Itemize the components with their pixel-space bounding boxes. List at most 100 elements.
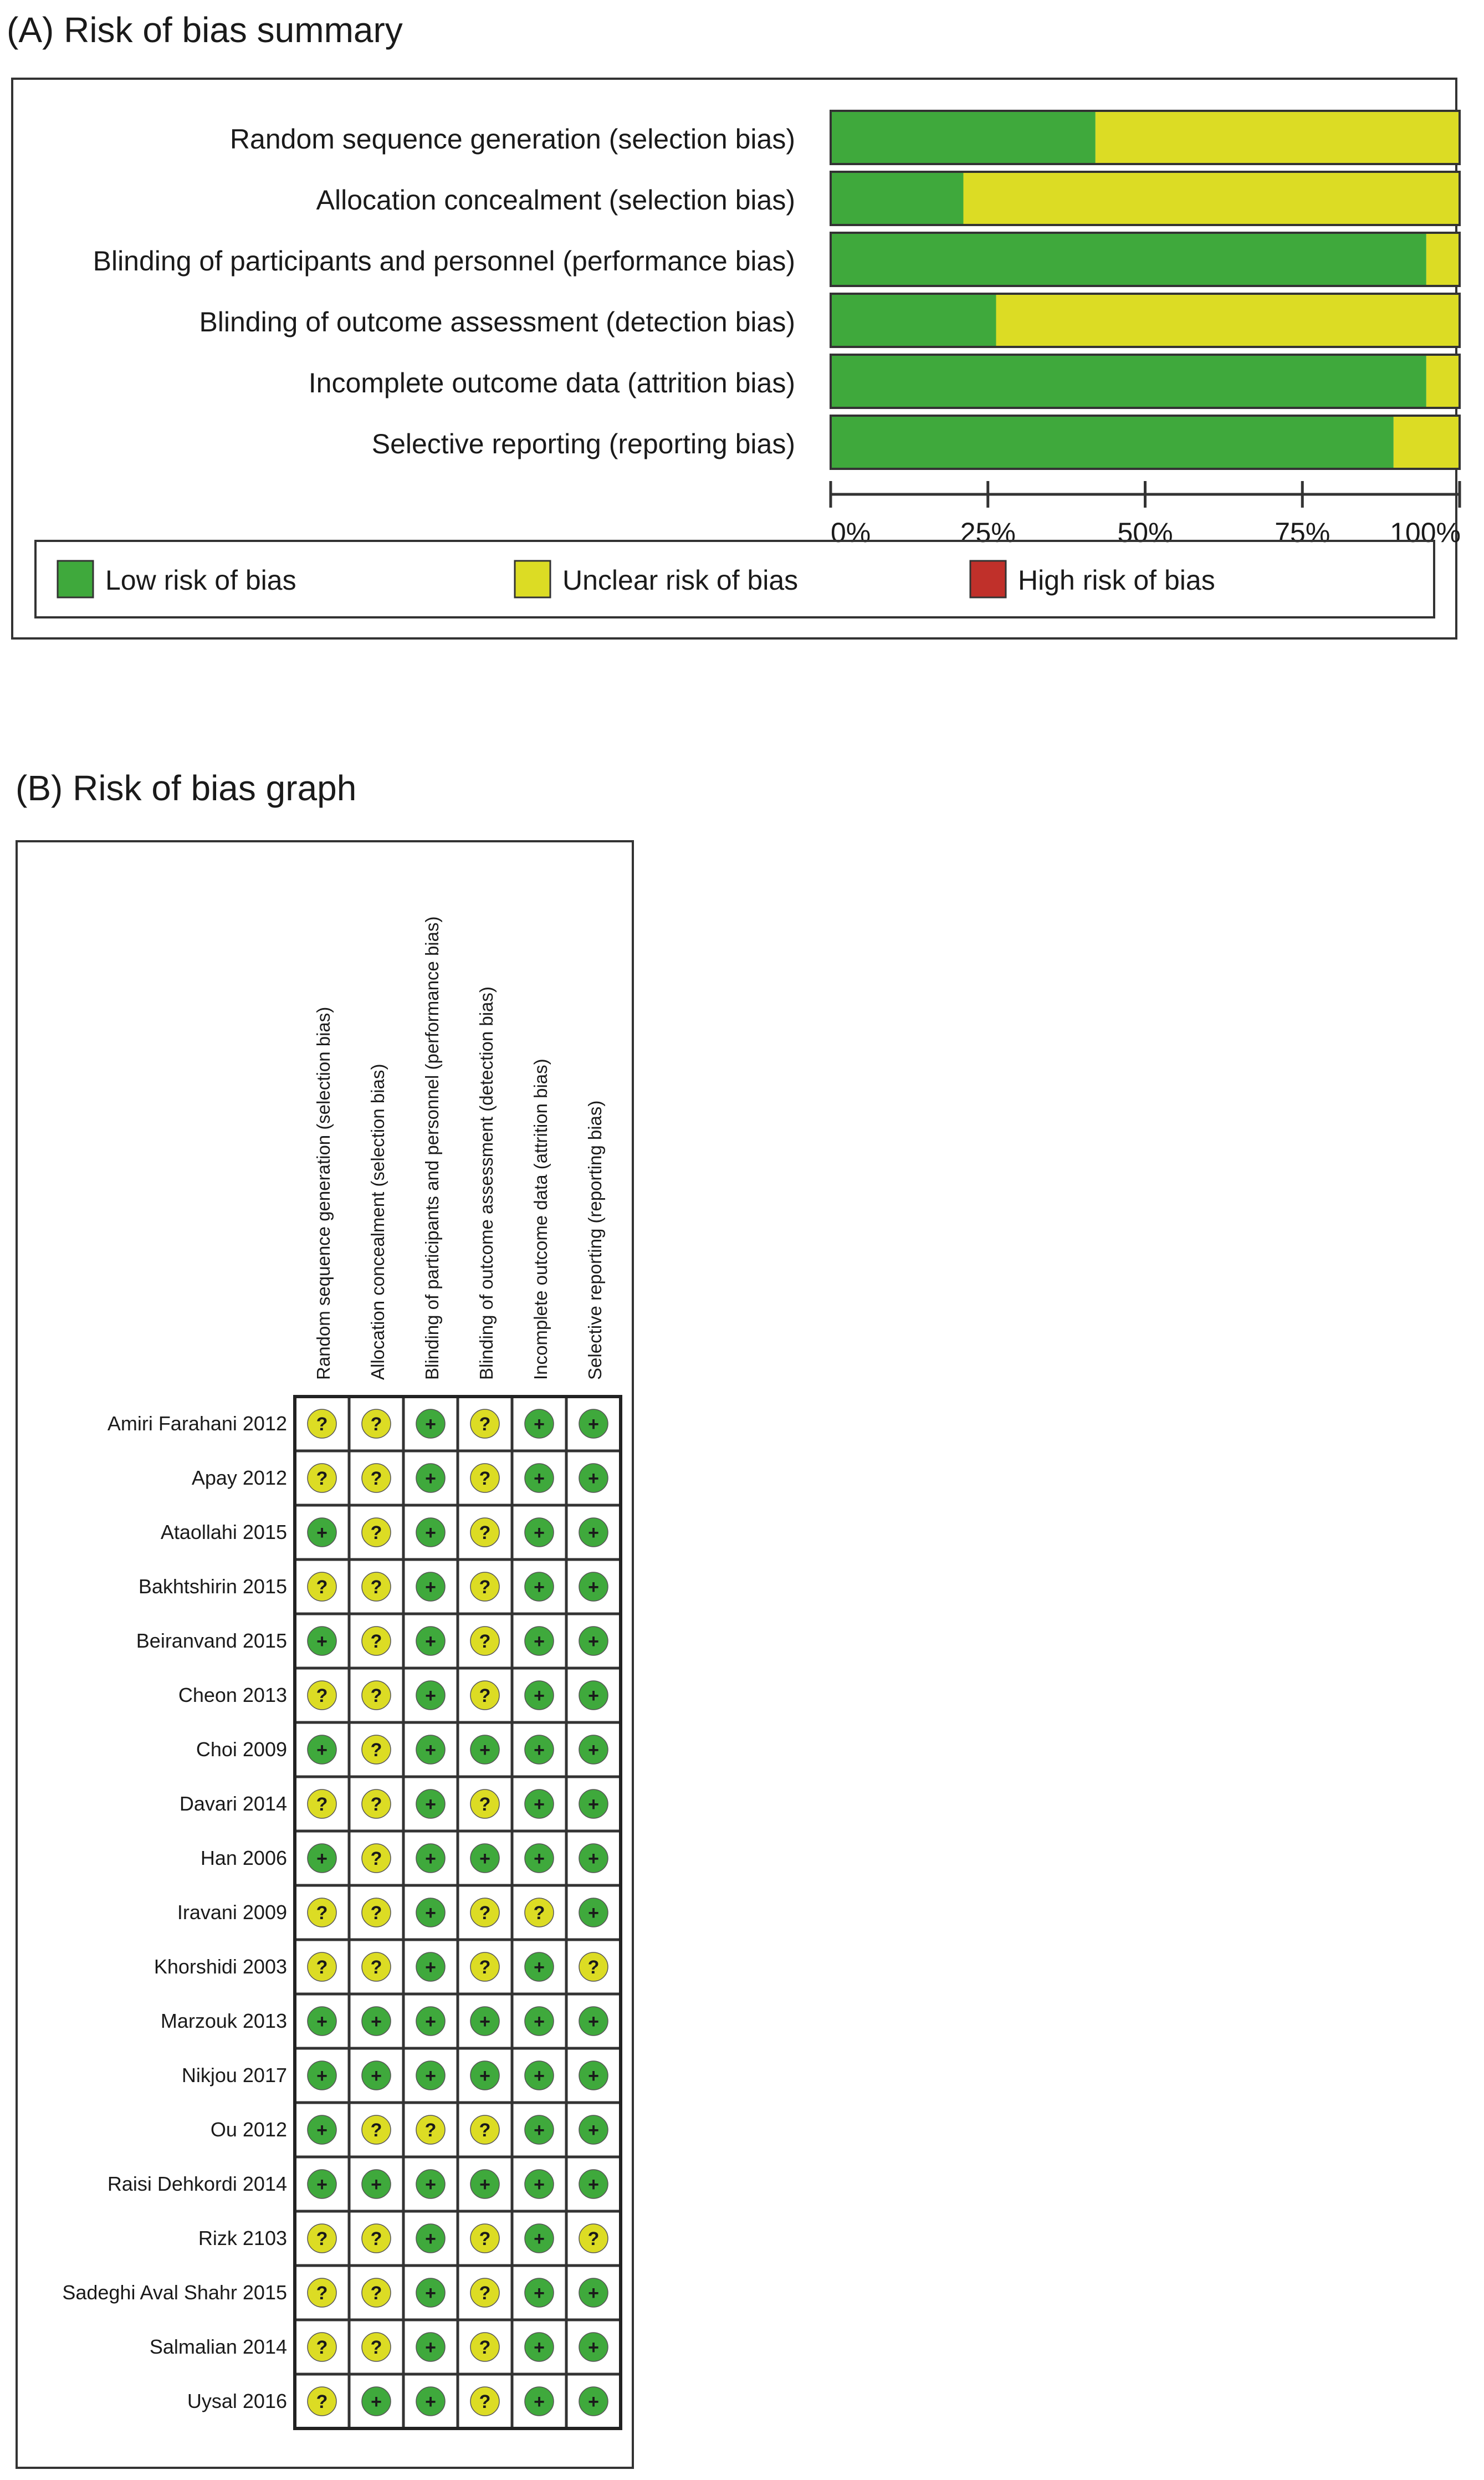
bar-segment	[831, 294, 996, 347]
risk-symbol: ?	[371, 1740, 382, 1761]
unclear-risk-marker	[470, 1789, 500, 1819]
low-risk-marker	[579, 1626, 608, 1656]
unclear-risk-marker	[361, 2278, 391, 2308]
study-label: Ataollahi 2015	[161, 1521, 287, 1543]
risk-symbol: +	[425, 1577, 436, 1598]
low-risk-marker	[524, 2115, 554, 2145]
low-risk-marker	[470, 2060, 500, 2090]
unclear-risk-marker	[361, 2115, 391, 2145]
unclear-risk-marker	[470, 1572, 500, 1602]
bar-segment	[831, 416, 1394, 469]
legend-box	[34, 540, 1435, 618]
risk-symbol: ?	[479, 1903, 491, 1924]
low-risk-marker	[524, 1409, 554, 1439]
unclear-risk-marker	[361, 1898, 391, 1927]
risk-of-bias-graph-panel: Random sequence generation (selection bi…	[16, 840, 634, 2469]
low-risk-marker	[524, 2332, 554, 2362]
unclear-risk-marker	[361, 1463, 391, 1493]
low-risk-marker	[524, 2060, 554, 2090]
low-risk-marker	[307, 1626, 337, 1656]
low-risk-marker	[361, 2060, 391, 2090]
bar-segment	[996, 294, 1460, 347]
risk-symbol: ?	[479, 2283, 491, 2304]
low-risk-marker	[307, 1735, 337, 1765]
risk-symbol: +	[425, 2065, 436, 2087]
risk-symbol: ?	[316, 1414, 328, 1435]
bar-segment	[831, 172, 964, 225]
risk-symbol: ?	[479, 1957, 491, 1978]
risk-symbol: +	[588, 1522, 599, 1543]
x-tick-label: 100%	[1390, 517, 1461, 548]
legend-label: Unclear risk of bias	[562, 565, 798, 596]
unclear-risk-marker	[470, 1626, 500, 1656]
risk-symbol: +	[588, 1685, 599, 1706]
risk-symbol: +	[588, 2337, 599, 2358]
low-risk-marker	[416, 1626, 446, 1656]
low-risk-marker	[579, 1409, 608, 1439]
low-risk-marker	[470, 1735, 500, 1765]
column-header: Blinding of outcome assessment (detectio…	[476, 986, 497, 1380]
risk-symbol: +	[425, 1957, 436, 1978]
study-label: Uysal 2016	[187, 2390, 287, 2412]
unclear-risk-marker	[307, 1463, 337, 1493]
risk-symbol: +	[425, 1631, 436, 1652]
category-label: Random sequence generation (selection bi…	[230, 124, 795, 155]
low-risk-marker	[416, 1409, 446, 1439]
low-risk-marker	[579, 1572, 608, 1602]
risk-of-bias-summary-panel: Random sequence generation (selection bi…	[11, 78, 1461, 640]
low-risk-marker	[579, 2332, 608, 2362]
risk-symbol: +	[425, 1414, 436, 1435]
risk-symbol: ?	[371, 1468, 382, 1489]
low-risk-marker	[361, 2386, 391, 2416]
unclear-risk-marker	[470, 1898, 500, 1927]
risk-symbol: ?	[479, 2391, 491, 2412]
risk-symbol: ?	[479, 2337, 491, 2358]
risk-symbol: ?	[371, 1957, 382, 1978]
study-label: Beiranvand 2015	[136, 1629, 287, 1652]
risk-symbol: ?	[479, 1468, 491, 1489]
risk-symbol: +	[371, 2391, 382, 2412]
low-risk-marker	[524, 1789, 554, 1819]
low-risk-marker	[416, 2169, 446, 2199]
unclear-risk-marker	[361, 1735, 391, 1765]
risk-symbol: +	[534, 1414, 545, 1435]
risk-symbol: +	[479, 2011, 490, 2032]
low-risk-marker	[307, 2006, 337, 2036]
risk-symbol: +	[371, 2174, 382, 2195]
risk-symbol: +	[316, 2120, 327, 2141]
grid-cell	[402, 1666, 459, 1724]
low-risk-marker	[524, 2223, 554, 2253]
study-label: Amiri Farahani 2012	[108, 1412, 287, 1435]
low-risk-marker	[524, 2169, 554, 2199]
risk-symbol: +	[479, 1740, 490, 1761]
low-risk-marker	[524, 1843, 554, 1873]
low-risk-marker	[524, 2386, 554, 2416]
risk-symbol: ?	[479, 1522, 491, 1543]
grid-frame	[293, 1395, 622, 2430]
unclear-risk-marker	[361, 1680, 391, 1710]
risk-symbol: +	[425, 1903, 436, 1924]
study-label: Rizk 2103	[198, 2227, 287, 2249]
low-risk-marker	[579, 2278, 608, 2308]
category-label: Incomplete outcome data (attrition bias)	[309, 367, 795, 398]
low-risk-marker	[579, 1898, 608, 1927]
low-risk-marker	[524, 2278, 554, 2308]
low-risk-marker	[579, 1843, 608, 1873]
risk-symbol: +	[588, 2065, 599, 2087]
study-label: Salmalian 2014	[150, 2335, 287, 2358]
panel-a-title: (A) Risk of bias summary	[7, 10, 403, 50]
panel-b-title: (B) Risk of bias graph	[16, 768, 357, 808]
unclear-risk-marker	[361, 2332, 391, 2362]
unclear-risk-marker	[470, 2386, 500, 2416]
unclear-risk-marker	[579, 2223, 608, 2253]
bar-segment	[963, 172, 1460, 225]
risk-symbol: ?	[316, 2228, 328, 2249]
risk-symbol: ?	[479, 1794, 491, 1815]
unclear-risk-marker	[470, 1680, 500, 1710]
risk-symbol: ?	[371, 1685, 382, 1706]
unclear-risk-marker	[361, 1409, 391, 1439]
risk-symbol: ?	[371, 1848, 382, 1869]
bar-segment	[1393, 416, 1460, 469]
unclear-risk-marker	[307, 2386, 337, 2416]
risk-symbol: ?	[316, 2283, 328, 2304]
